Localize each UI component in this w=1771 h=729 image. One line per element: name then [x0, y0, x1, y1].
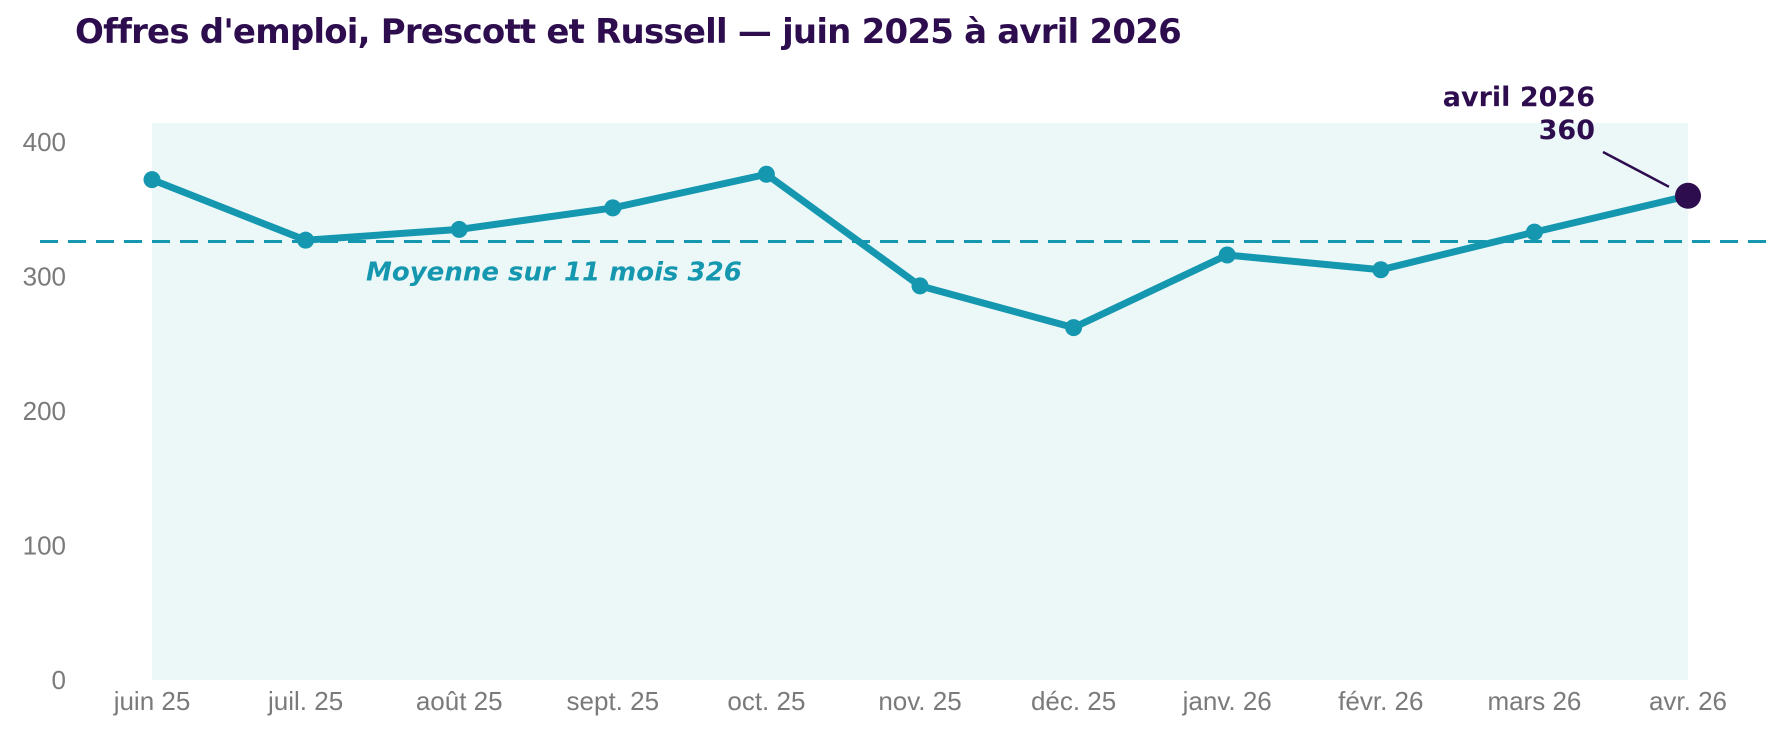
x-tick-label: juil. 25	[267, 686, 343, 716]
data-point	[757, 165, 775, 183]
callout-label: avril 2026	[1443, 82, 1595, 113]
highlight-point	[1675, 182, 1701, 209]
data-point	[297, 231, 315, 249]
callout-value: 360	[1539, 115, 1595, 146]
data-point	[143, 171, 161, 189]
y-tick-label: 0	[52, 665, 66, 695]
x-tick-label: janv. 26	[1182, 686, 1272, 716]
y-tick-label: 100	[23, 531, 66, 561]
chart-title: Offres d'emploi, Prescott et Russell — j…	[75, 12, 1182, 52]
y-tick-label: 300	[23, 262, 66, 292]
x-tick-label: nov. 25	[878, 686, 961, 716]
x-tick-label: sept. 25	[567, 686, 660, 716]
x-tick-label: déc. 25	[1031, 686, 1116, 716]
y-tick-label: 400	[23, 127, 66, 157]
callout-leader	[1602, 150, 1670, 188]
data-point	[1525, 223, 1543, 241]
data-point	[604, 199, 622, 217]
data-point	[450, 220, 468, 238]
x-tick-label: févr. 26	[1338, 686, 1423, 716]
average-label: Moyenne sur 11 mois 326	[366, 258, 742, 288]
x-tick-label: mars 26	[1487, 686, 1581, 716]
x-tick-label: oct. 25	[727, 686, 805, 716]
data-point	[911, 277, 929, 295]
data-point	[1372, 261, 1390, 279]
x-tick-label: juin 25	[113, 686, 191, 716]
data-point	[1065, 319, 1083, 337]
y-tick-label: 200	[23, 396, 66, 426]
plot-band	[152, 123, 1688, 680]
data-point	[1218, 246, 1236, 264]
x-tick-label: avr. 26	[1649, 686, 1727, 716]
x-tick-label: août 25	[416, 686, 503, 716]
